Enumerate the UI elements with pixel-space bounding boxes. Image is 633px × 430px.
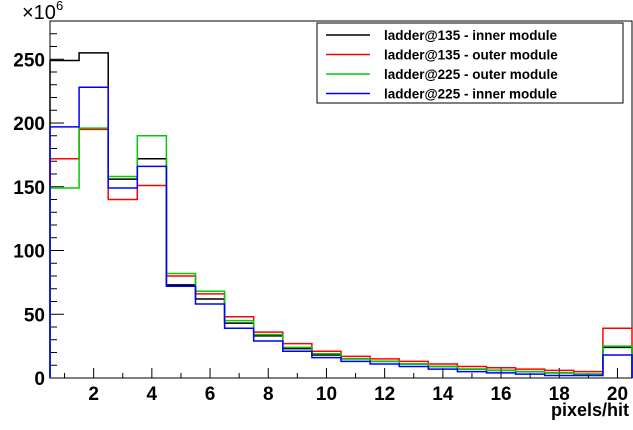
x-tick-label: 18 <box>549 384 570 405</box>
x-axis-title: pixels/hit <box>551 400 629 420</box>
y-multiplier-exponent: 6 <box>56 0 63 13</box>
y-tick-label: 250 <box>13 50 45 71</box>
x-tick-label: 10 <box>316 384 337 405</box>
series-line-4 <box>49 86 633 378</box>
series-line-3 <box>49 127 633 378</box>
legend-box <box>316 22 624 104</box>
y-tick-label: 0 <box>34 369 45 390</box>
y-multiplier: ×106 <box>22 0 63 24</box>
legend-label: ladder@225 - outer module <box>384 67 558 82</box>
legend: ladder@135 - inner module ladder@135 - ou… <box>316 22 624 104</box>
x-tick-label: 12 <box>374 384 395 405</box>
legend-label: ladder@135 - inner module <box>384 28 557 43</box>
x-tick-label: 16 <box>490 384 511 405</box>
x-tick-label: 14 <box>432 384 454 405</box>
legend-label: ladder@225 - inner module <box>384 87 557 102</box>
series-layer <box>49 52 633 378</box>
y-tick-label: 100 <box>13 242 45 263</box>
y-tick-label: 200 <box>13 114 45 135</box>
axis-ticks <box>50 20 618 379</box>
x-tick-label: 6 <box>205 384 216 405</box>
x-tick-label: 8 <box>263 384 274 405</box>
legend-label: ladder@135 - outer module <box>384 48 558 63</box>
x-tick-label: 2 <box>88 384 99 405</box>
x-tick-label: 20 <box>607 384 628 405</box>
x-tick-label: 4 <box>147 384 158 405</box>
y-tick-label: 50 <box>24 305 45 326</box>
y-tick-label: 150 <box>13 178 45 199</box>
y-multiplier-base: ×10 <box>22 2 56 24</box>
